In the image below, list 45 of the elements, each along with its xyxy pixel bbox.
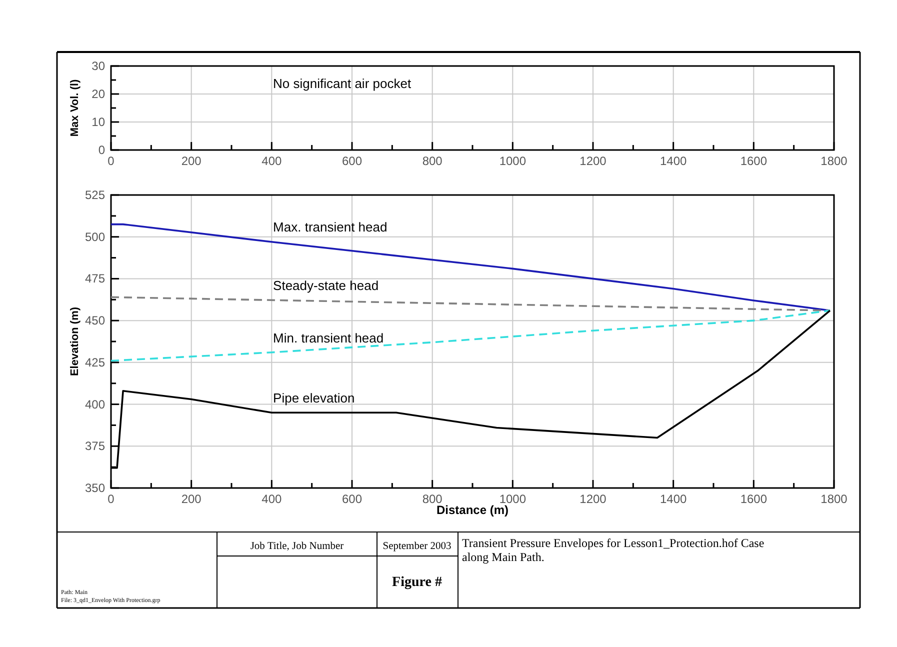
x-tick-label: 800: [422, 492, 443, 506]
y-axis-title: Max Vol. (l): [69, 79, 81, 137]
x-tick-label: 1800: [820, 154, 848, 168]
y-tick-label: 425: [84, 355, 106, 370]
line-series: [110, 310, 831, 362]
y-tick-label: 400: [84, 397, 106, 412]
x-tick-label: 1000: [499, 154, 526, 168]
x-tick-label: 200: [181, 492, 202, 506]
x-tick-label: 1600: [740, 492, 768, 506]
y-tick-label: 475: [84, 272, 106, 286]
x-tick-label: 600: [342, 492, 362, 506]
series-label: Pipe elevation: [273, 390, 355, 406]
y-tick-label: 450: [84, 314, 106, 328]
y-tick-label: 30: [92, 59, 106, 73]
series-label: Max. transient head: [273, 220, 388, 235]
text: Figure #: [392, 575, 442, 590]
x-tick-label: 1800: [820, 492, 848, 506]
x-tick-label: 800: [422, 154, 443, 168]
x-axis-title: Distance (m): [436, 503, 509, 517]
y-axis-title: Elevation (m): [69, 306, 81, 376]
x-tick-label: 600: [342, 154, 362, 168]
y-tick-label: 10: [92, 115, 106, 129]
y-tick-label: 375: [84, 439, 106, 454]
y-tick-label: 350: [84, 481, 106, 495]
y-tick-label: 500: [84, 230, 106, 244]
y-tick-label: 20: [92, 87, 106, 101]
text: Transient Pressure Envelopes for Lesson1_Protection.hof Case along Main Path.: [462, 536, 764, 564]
x-tick-label: 1600: [740, 154, 768, 168]
x-tick-label: 200: [181, 154, 202, 168]
x-tick-label: 1400: [660, 154, 688, 168]
series-label: Min. transient head: [273, 330, 384, 346]
text: Job Title, Job Number: [250, 541, 344, 552]
x-tick-label: 1400: [660, 492, 688, 506]
x-tick-label: 0: [108, 492, 115, 506]
y-tick-label: 0: [98, 143, 106, 157]
x-tick-label: 1200: [580, 492, 607, 506]
annotation: No significant air pocket: [273, 76, 412, 91]
y-tick-label: 525: [84, 188, 106, 202]
x-tick-label: 400: [262, 492, 282, 506]
x-tick-label: 1000: [499, 492, 526, 506]
series-label: Steady-state head: [273, 278, 379, 294]
x-tick-label: 0: [108, 154, 115, 168]
text: September 2003: [382, 541, 452, 552]
x-tick-label: 400: [262, 154, 282, 168]
x-tick-label: 1200: [580, 154, 607, 168]
